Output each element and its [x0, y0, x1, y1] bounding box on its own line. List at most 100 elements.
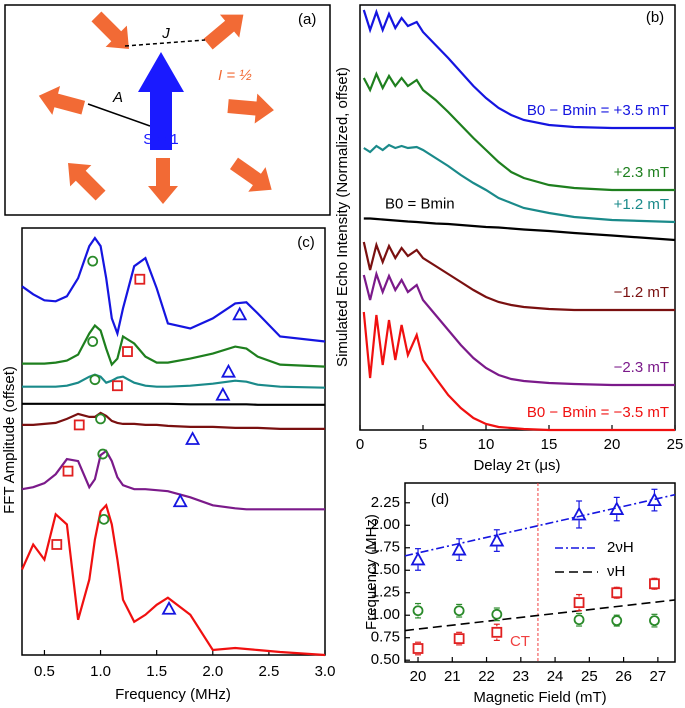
series-line [362, 270, 675, 387]
marker-circle [453, 605, 465, 617]
panel-label: (b) [646, 9, 664, 26]
error-bar [415, 641, 422, 656]
marker-circle [87, 336, 99, 347]
series-line [20, 503, 326, 657]
marker-triangle [172, 493, 188, 508]
series-line [22, 411, 325, 430]
hyperfine-line [87, 103, 151, 127]
marker-circle [95, 413, 106, 425]
error-bar [415, 548, 422, 571]
error-bar [576, 593, 583, 612]
marker-square [134, 273, 146, 285]
marker-circle [89, 374, 101, 386]
marker-square [611, 587, 623, 599]
marker-circle [649, 615, 660, 627]
marker-triangle [571, 506, 587, 521]
y-tick-label: 1.75 [371, 539, 400, 556]
marker-square [412, 643, 424, 654]
y-tick-label: 0.50 [371, 651, 400, 668]
x-axis-label: Delay 2τ (μs) [473, 457, 560, 474]
marker-circle [573, 614, 585, 626]
series-line [22, 373, 326, 389]
vertical-line-label: CT [510, 633, 530, 650]
y-tick-label: 2.00 [371, 516, 400, 533]
x-axis-label: Frequency (MHz) [115, 686, 231, 703]
x-tick-label: 24 [547, 668, 564, 685]
plot-frame [21, 227, 326, 656]
marker-triangle [232, 306, 248, 321]
marker-circle [87, 255, 99, 267]
series-line [362, 71, 675, 192]
coupling-label: J [161, 25, 170, 42]
series-label: B0 − Bmin = −3.5 mT [527, 404, 669, 421]
error-bar [493, 623, 500, 642]
error-bar [415, 602, 422, 619]
marker-triangle [609, 501, 625, 515]
x-tick-label: 22 [478, 668, 495, 685]
x-tick-label: 26 [615, 668, 632, 685]
x-tick-label: 3.0 [315, 663, 336, 680]
legend-label: νH [607, 563, 625, 580]
marker-triangle [489, 532, 505, 547]
series-line [21, 236, 326, 343]
spin-arrow [85, 5, 140, 60]
spin-arrow [34, 81, 88, 123]
series-line [363, 143, 676, 224]
series-line [363, 217, 676, 242]
y-axis-label: Simulated Echo Intensity (Normalized, of… [334, 67, 351, 367]
series-label: B0 − Bmin = +3.5 mT [527, 102, 669, 119]
panel-label: (c) [297, 234, 315, 251]
marker-square [122, 346, 133, 357]
y-axis-label: FFT Amplitude (offset) [1, 366, 18, 514]
series-label: +2.3 mT [614, 164, 669, 181]
y-axis-label: Frequency (MHz) [363, 514, 380, 630]
marker-circle [491, 608, 503, 620]
spin-arrow [226, 91, 276, 126]
x-tick-label: 2.0 [202, 663, 223, 680]
y-tick-label: 0.75 [371, 629, 400, 646]
series-line [22, 323, 326, 368]
x-tick-label: 0.5 [34, 663, 55, 680]
error-bar [576, 500, 583, 529]
x-tick-label: 23 [512, 668, 529, 685]
marker-triangle [220, 363, 237, 378]
series-line [362, 311, 675, 432]
marker-square [649, 578, 660, 590]
x-tick-label: 2.5 [258, 663, 279, 680]
marker-circle [97, 448, 109, 460]
error-bar [493, 529, 500, 552]
x-tick-label: 20 [604, 436, 621, 453]
panel-label: (a) [298, 11, 316, 28]
panel-frame [4, 4, 331, 216]
spin-arrow [57, 152, 112, 207]
marker-circle [98, 513, 110, 525]
marker-square [453, 633, 465, 645]
marker-square [73, 419, 85, 431]
x-tick-label: 1.0 [90, 663, 111, 680]
series-line [22, 402, 325, 406]
marker-circle [412, 605, 424, 617]
x-tick-label: 10 [478, 436, 495, 453]
x-tick-label: 1.5 [146, 663, 167, 680]
x-tick-label: 21 [444, 668, 461, 685]
marker-square [62, 465, 74, 477]
y-tick-label: 1.25 [371, 584, 400, 601]
legend-label: 2νH [607, 539, 634, 556]
series-label: −1.2 mT [614, 284, 669, 301]
x-axis-label: Magnetic Field (mT) [473, 689, 606, 706]
marker-triangle [410, 551, 426, 566]
marker-square [111, 380, 123, 392]
fit-line [404, 599, 676, 632]
error-bar [456, 603, 463, 618]
x-tick-label: 15 [541, 436, 558, 453]
y-tick-label: 1.00 [371, 606, 400, 623]
marker-triangle [161, 600, 177, 615]
error-bar [493, 607, 500, 622]
plot-frame [359, 4, 676, 431]
marker-square [491, 626, 503, 638]
series-line [21, 449, 325, 511]
marker-triangle [185, 431, 201, 445]
marker-square [51, 539, 63, 550]
series-label: B0 = Bmin [385, 195, 455, 212]
electron-spin-label: S = 1 [143, 131, 178, 148]
